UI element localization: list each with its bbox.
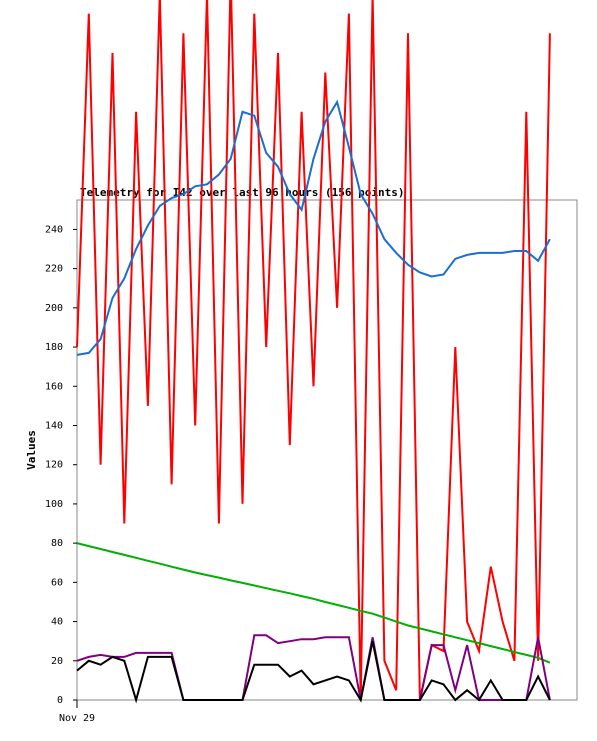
y-tick-label: 80 (51, 538, 63, 549)
chart-title: Telemetry for I42 over last 96 hours (15… (80, 186, 405, 199)
y-tick-label: 240 (45, 224, 63, 235)
y-axis-label: Values (25, 430, 38, 470)
y-tick-label: 60 (51, 577, 63, 588)
x-tick-label: Nov 29 (59, 713, 95, 724)
y-tick-label: 160 (45, 381, 63, 392)
series-line (76, 99, 551, 356)
y-tick-label: 0 (57, 695, 63, 706)
y-tick-label: 20 (51, 656, 63, 667)
y-tick-label: 200 (45, 303, 63, 314)
series-line (76, 641, 551, 704)
y-tick-label: 140 (45, 420, 63, 431)
series-line (76, 634, 551, 701)
plot-frame (76, 199, 578, 701)
y-tick-label: 100 (45, 499, 63, 510)
y-tick-label: 40 (51, 617, 63, 628)
series-line (76, 0, 551, 701)
y-tick-label: 220 (45, 264, 63, 275)
y-tick-label: 180 (45, 342, 63, 353)
y-tick-label: 120 (45, 460, 63, 471)
series-line (76, 542, 551, 664)
